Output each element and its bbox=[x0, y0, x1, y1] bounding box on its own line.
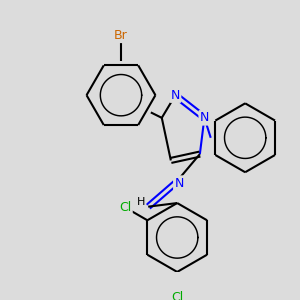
Text: Br: Br bbox=[114, 29, 128, 42]
Text: H: H bbox=[137, 197, 145, 207]
Text: Cl: Cl bbox=[171, 291, 183, 300]
Text: N: N bbox=[174, 177, 184, 190]
Text: N: N bbox=[171, 89, 180, 102]
Text: N: N bbox=[200, 111, 209, 124]
Text: Cl: Cl bbox=[119, 201, 131, 214]
